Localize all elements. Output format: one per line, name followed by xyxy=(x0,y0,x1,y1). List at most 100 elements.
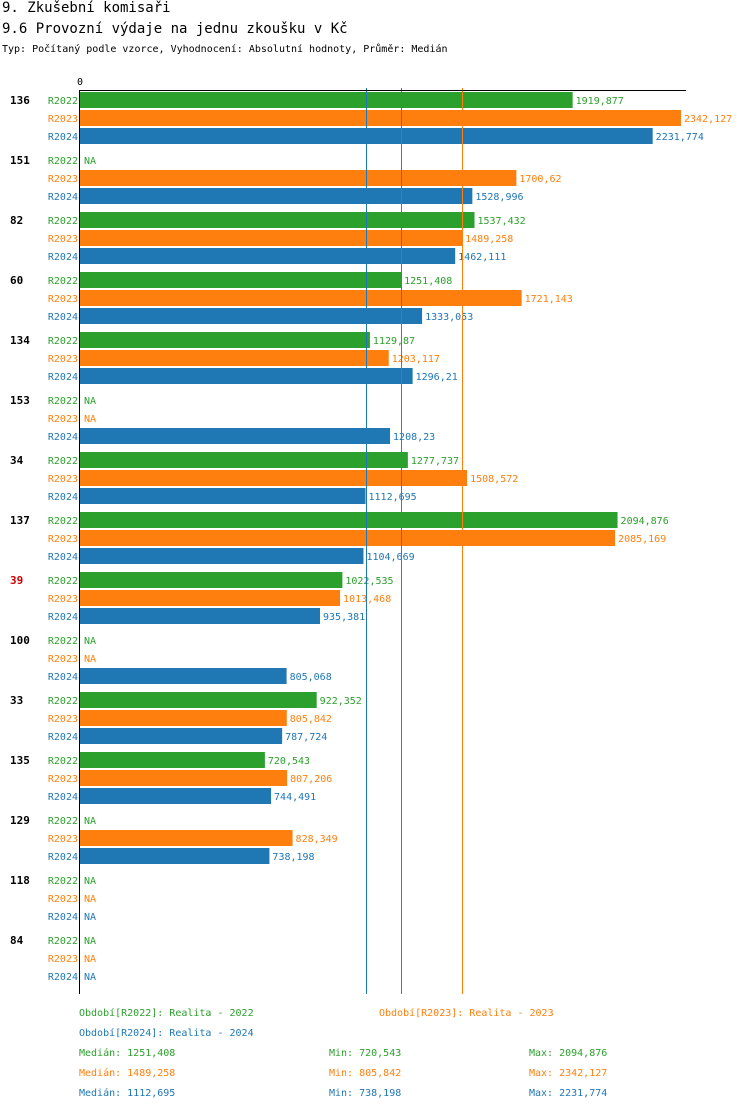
na-label-153-R2022: NA xyxy=(84,396,96,407)
chart-section-title: 9. Zkušební komisaři xyxy=(2,0,171,16)
series-label-100-R2023: R2023 xyxy=(48,654,78,665)
bar-129-R2023 xyxy=(80,830,293,846)
series-label-134-R2022: R2022 xyxy=(48,336,78,347)
legend-median-r2024: Medián: 1112,695 xyxy=(79,1088,176,1099)
series-label-151-R2023: R2023 xyxy=(48,174,78,185)
series-label-33-R2023: R2023 xyxy=(48,714,78,725)
series-label-129-R2022: R2022 xyxy=(48,816,78,827)
bar-135-R2022 xyxy=(80,752,265,768)
value-label-134-R2022: 1129,87 xyxy=(373,336,415,347)
na-label-151-R2022: NA xyxy=(84,156,96,167)
category-label-39: 39 xyxy=(10,574,23,587)
series-label-82-R2024: R2024 xyxy=(48,252,78,263)
value-label-34-R2024: 1112,695 xyxy=(369,492,417,503)
category-label-136: 136 xyxy=(10,94,30,107)
series-label-151-R2024: R2024 xyxy=(48,192,78,203)
series-label-60-R2022: R2022 xyxy=(48,276,78,287)
series-label-153-R2023: R2023 xyxy=(48,414,78,425)
legend-median-r2023: Medián: 1489,258 xyxy=(79,1068,176,1079)
series-label-134-R2024: R2024 xyxy=(48,372,78,383)
chart-title: 9.6 Provozní výdaje na jednu zkoušku v K… xyxy=(2,21,348,37)
bar-137-R2022 xyxy=(80,512,618,528)
category-label-153: 153 xyxy=(10,394,30,407)
category-label-60: 60 xyxy=(10,274,23,287)
value-label-151-R2023: 1700,62 xyxy=(519,174,561,185)
category-label-84: 84 xyxy=(10,934,24,947)
category-label-82: 82 xyxy=(10,214,23,227)
series-label-100-R2024: R2024 xyxy=(48,672,78,683)
series-label-136-R2023: R2023 xyxy=(48,114,78,125)
category-label-118: 118 xyxy=(10,874,30,887)
series-label-151-R2022: R2022 xyxy=(48,156,78,167)
na-label-153-R2023: NA xyxy=(84,414,96,425)
value-label-34-R2022: 1277,737 xyxy=(411,456,459,467)
legend-max-r2023: Max: 2342,127 xyxy=(529,1068,608,1079)
legend-min-r2024: Min: 738,198 xyxy=(329,1088,402,1099)
series-label-136-R2024: R2024 xyxy=(48,132,78,143)
x-axis-origin-label: 0 xyxy=(77,77,83,88)
value-label-34-R2023: 1508,572 xyxy=(470,474,518,485)
series-label-82-R2023: R2023 xyxy=(48,234,78,245)
bar-33-R2022 xyxy=(80,692,317,708)
legend-max-r2022: Max: 2094,876 xyxy=(529,1048,608,1059)
bar-134-R2022 xyxy=(80,332,370,348)
series-label-84-R2024: R2024 xyxy=(48,972,78,983)
value-label-137-R2024: 1104,669 xyxy=(366,552,414,563)
series-label-137-R2024: R2024 xyxy=(48,552,78,563)
value-label-137-R2022: 2094,876 xyxy=(621,516,669,527)
value-label-82-R2022: 1537,432 xyxy=(478,216,526,227)
series-label-34-R2023: R2023 xyxy=(48,474,78,485)
category-label-135: 135 xyxy=(10,754,30,767)
na-label-100-R2023: NA xyxy=(84,654,96,665)
category-label-129: 129 xyxy=(10,814,30,827)
bar-chart: 0 136 R2022 1919,877 R2023 2342,127 R2024 2231,… xyxy=(10,77,732,994)
bar-136-R2023 xyxy=(80,110,681,126)
series-label-84-R2022: R2022 xyxy=(48,936,78,947)
series-label-84-R2023: R2023 xyxy=(48,954,78,965)
bar-82-R2023 xyxy=(80,230,463,246)
value-label-134-R2024: 1296,21 xyxy=(416,372,458,383)
series-label-60-R2024: R2024 xyxy=(48,312,78,323)
value-label-33-R2023: 805,842 xyxy=(290,714,332,725)
category-label-34: 34 xyxy=(10,454,24,467)
series-label-118-R2024: R2024 xyxy=(48,912,78,923)
na-label-100-R2022: NA xyxy=(84,636,96,647)
series-label-137-R2023: R2023 xyxy=(48,534,78,545)
series-label-129-R2023: R2023 xyxy=(48,834,78,845)
bar-135-R2024 xyxy=(80,788,272,804)
series-label-39-R2024: R2024 xyxy=(48,612,78,623)
series-label-39-R2023: R2023 xyxy=(48,594,78,605)
value-label-39-R2022: 1022,535 xyxy=(345,576,393,587)
series-label-135-R2024: R2024 xyxy=(48,792,78,803)
series-label-129-R2024: R2024 xyxy=(48,852,78,863)
category-label-100: 100 xyxy=(10,634,30,647)
value-label-33-R2024: 787,724 xyxy=(285,732,327,743)
legend-max-r2024: Max: 2231,774 xyxy=(529,1088,608,1099)
series-label-82-R2022: R2022 xyxy=(48,216,78,227)
value-label-60-R2022: 1251,408 xyxy=(404,276,452,287)
bar-82-R2022 xyxy=(80,212,475,228)
series-label-153-R2022: R2022 xyxy=(48,396,78,407)
value-label-134-R2023: 1203,117 xyxy=(392,354,440,365)
bar-134-R2024 xyxy=(80,368,413,384)
series-label-118-R2022: R2022 xyxy=(48,876,78,887)
series-label-137-R2022: R2022 xyxy=(48,516,78,527)
bar-34-R2022 xyxy=(80,452,408,468)
series-label-34-R2022: R2022 xyxy=(48,456,78,467)
value-label-136-R2022: 1919,877 xyxy=(576,96,624,107)
series-label-39-R2022: R2022 xyxy=(48,576,78,587)
category-label-33: 33 xyxy=(10,694,23,707)
series-label-136-R2022: R2022 xyxy=(48,96,78,107)
category-label-134: 134 xyxy=(10,334,30,347)
series-label-153-R2024: R2024 xyxy=(48,432,78,443)
chart-description: Typ: Počítaný podle vzorce, Vyhodnocení:… xyxy=(2,44,448,55)
legend-median-r2022: Medián: 1251,408 xyxy=(79,1048,176,1059)
legend-period-r2022: Období[R2022]: Realita - 2022 xyxy=(79,1008,254,1019)
bar-151-R2024 xyxy=(80,188,473,204)
bar-134-R2023 xyxy=(80,350,389,366)
bar-135-R2023 xyxy=(80,770,288,786)
value-label-60-R2024: 1333,053 xyxy=(425,312,473,323)
series-label-34-R2024: R2024 xyxy=(48,492,78,503)
series-label-134-R2023: R2023 xyxy=(48,354,78,365)
series-label-100-R2022: R2022 xyxy=(48,636,78,647)
